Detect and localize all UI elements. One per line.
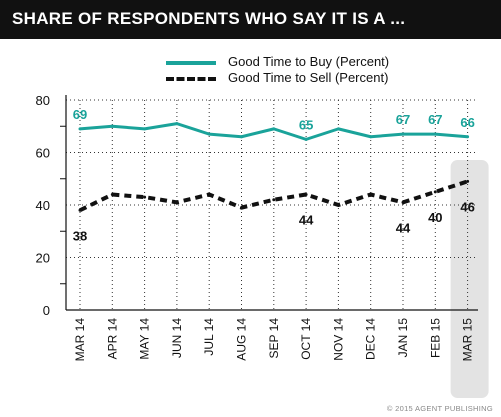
data-point-buy-12	[466, 135, 470, 139]
data-label-buy-0: 69	[73, 107, 87, 122]
highlight-band	[450, 160, 489, 398]
y-tick-label-40: 40	[36, 198, 50, 213]
data-point-buy-7	[304, 137, 308, 141]
y-tick-label-80: 80	[36, 93, 50, 108]
x-tick-label-12: MAR 15	[461, 318, 475, 362]
data-point-buy-8	[336, 127, 340, 131]
y-tick-label-20: 20	[36, 251, 50, 266]
x-tick-label-7: OCT 14	[299, 318, 313, 360]
x-tick-label-1: APR 14	[105, 318, 119, 360]
series-line-sell	[79, 179, 469, 213]
data-point-buy-2	[143, 127, 147, 131]
data-point-sell-6	[272, 198, 276, 202]
x-tick-label-2: MAY 14	[138, 318, 152, 360]
data-point-buy-1	[110, 124, 114, 128]
legend-buy-label: Good Time to Buy (Percent)	[228, 54, 390, 69]
x-tick-label-6: SEP 14	[267, 318, 281, 359]
x-tick-label-9: DEC 14	[364, 318, 378, 360]
data-point-buy-10	[401, 132, 405, 136]
data-point-sell-1	[110, 193, 114, 196]
data-point-sell-7	[304, 193, 308, 196]
data-point-sell-5	[240, 206, 243, 210]
x-tick-label-4: JUL 14	[202, 318, 216, 356]
data-point-buy-11	[433, 132, 437, 136]
data-point-buy-0	[78, 127, 82, 131]
x-tick-label-3: JUN 14	[170, 318, 184, 358]
chart-title: SHARE OF RESPONDENTS WHO SAY IT IS A ...	[12, 9, 406, 28]
data-label-buy-11: 67	[428, 112, 442, 127]
x-tick-label-8: NOV 14	[331, 318, 345, 361]
data-label-sell-10: 44	[396, 220, 411, 235]
data-point-buy-6	[272, 127, 276, 131]
data-point-sell-8	[336, 203, 340, 207]
legend-buy-swatch	[166, 61, 216, 65]
data-point-sell-2	[143, 195, 147, 199]
x-tick-label-10: JAN 15	[396, 318, 410, 358]
data-point-buy-4	[207, 132, 211, 136]
data-point-sell-12	[466, 179, 470, 183]
data-label-buy-10: 67	[396, 112, 410, 127]
data-point-buy-5	[240, 135, 243, 139]
data-point-sell-10	[401, 200, 405, 204]
x-tick-label-5: AUG 14	[235, 318, 249, 361]
data-label-buy-7: 65	[299, 117, 313, 132]
data-label-sell-11: 40	[428, 210, 442, 225]
copyright-footer: © 2015 AGENT PUBLISHING	[386, 404, 493, 413]
data-point-buy-3	[175, 122, 179, 126]
data-point-sell-4	[207, 193, 211, 196]
data-point-buy-9	[369, 135, 373, 139]
y-tick-label-60: 60	[36, 146, 50, 161]
data-point-sell-3	[175, 200, 179, 204]
data-point-sell-9	[369, 193, 373, 196]
legend-sell-label: Good Time to Sell (Percent)	[228, 70, 389, 85]
title-bar: SHARE OF RESPONDENTS WHO SAY IT IS A ...	[0, 0, 501, 39]
data-point-sell-11	[433, 190, 437, 194]
data-label-buy-12: 66	[460, 115, 474, 130]
data-label-sell-12: 46	[460, 199, 474, 214]
legend-sell-swatch	[166, 77, 216, 81]
x-tick-label-11: FEB 15	[428, 318, 442, 358]
data-point-sell-0	[78, 208, 82, 212]
data-label-sell-7: 44	[299, 213, 314, 228]
y-tick-label-0: 0	[43, 303, 50, 318]
x-tick-label-0: MAR 14	[73, 318, 87, 362]
data-label-sell-0: 38	[73, 228, 87, 243]
